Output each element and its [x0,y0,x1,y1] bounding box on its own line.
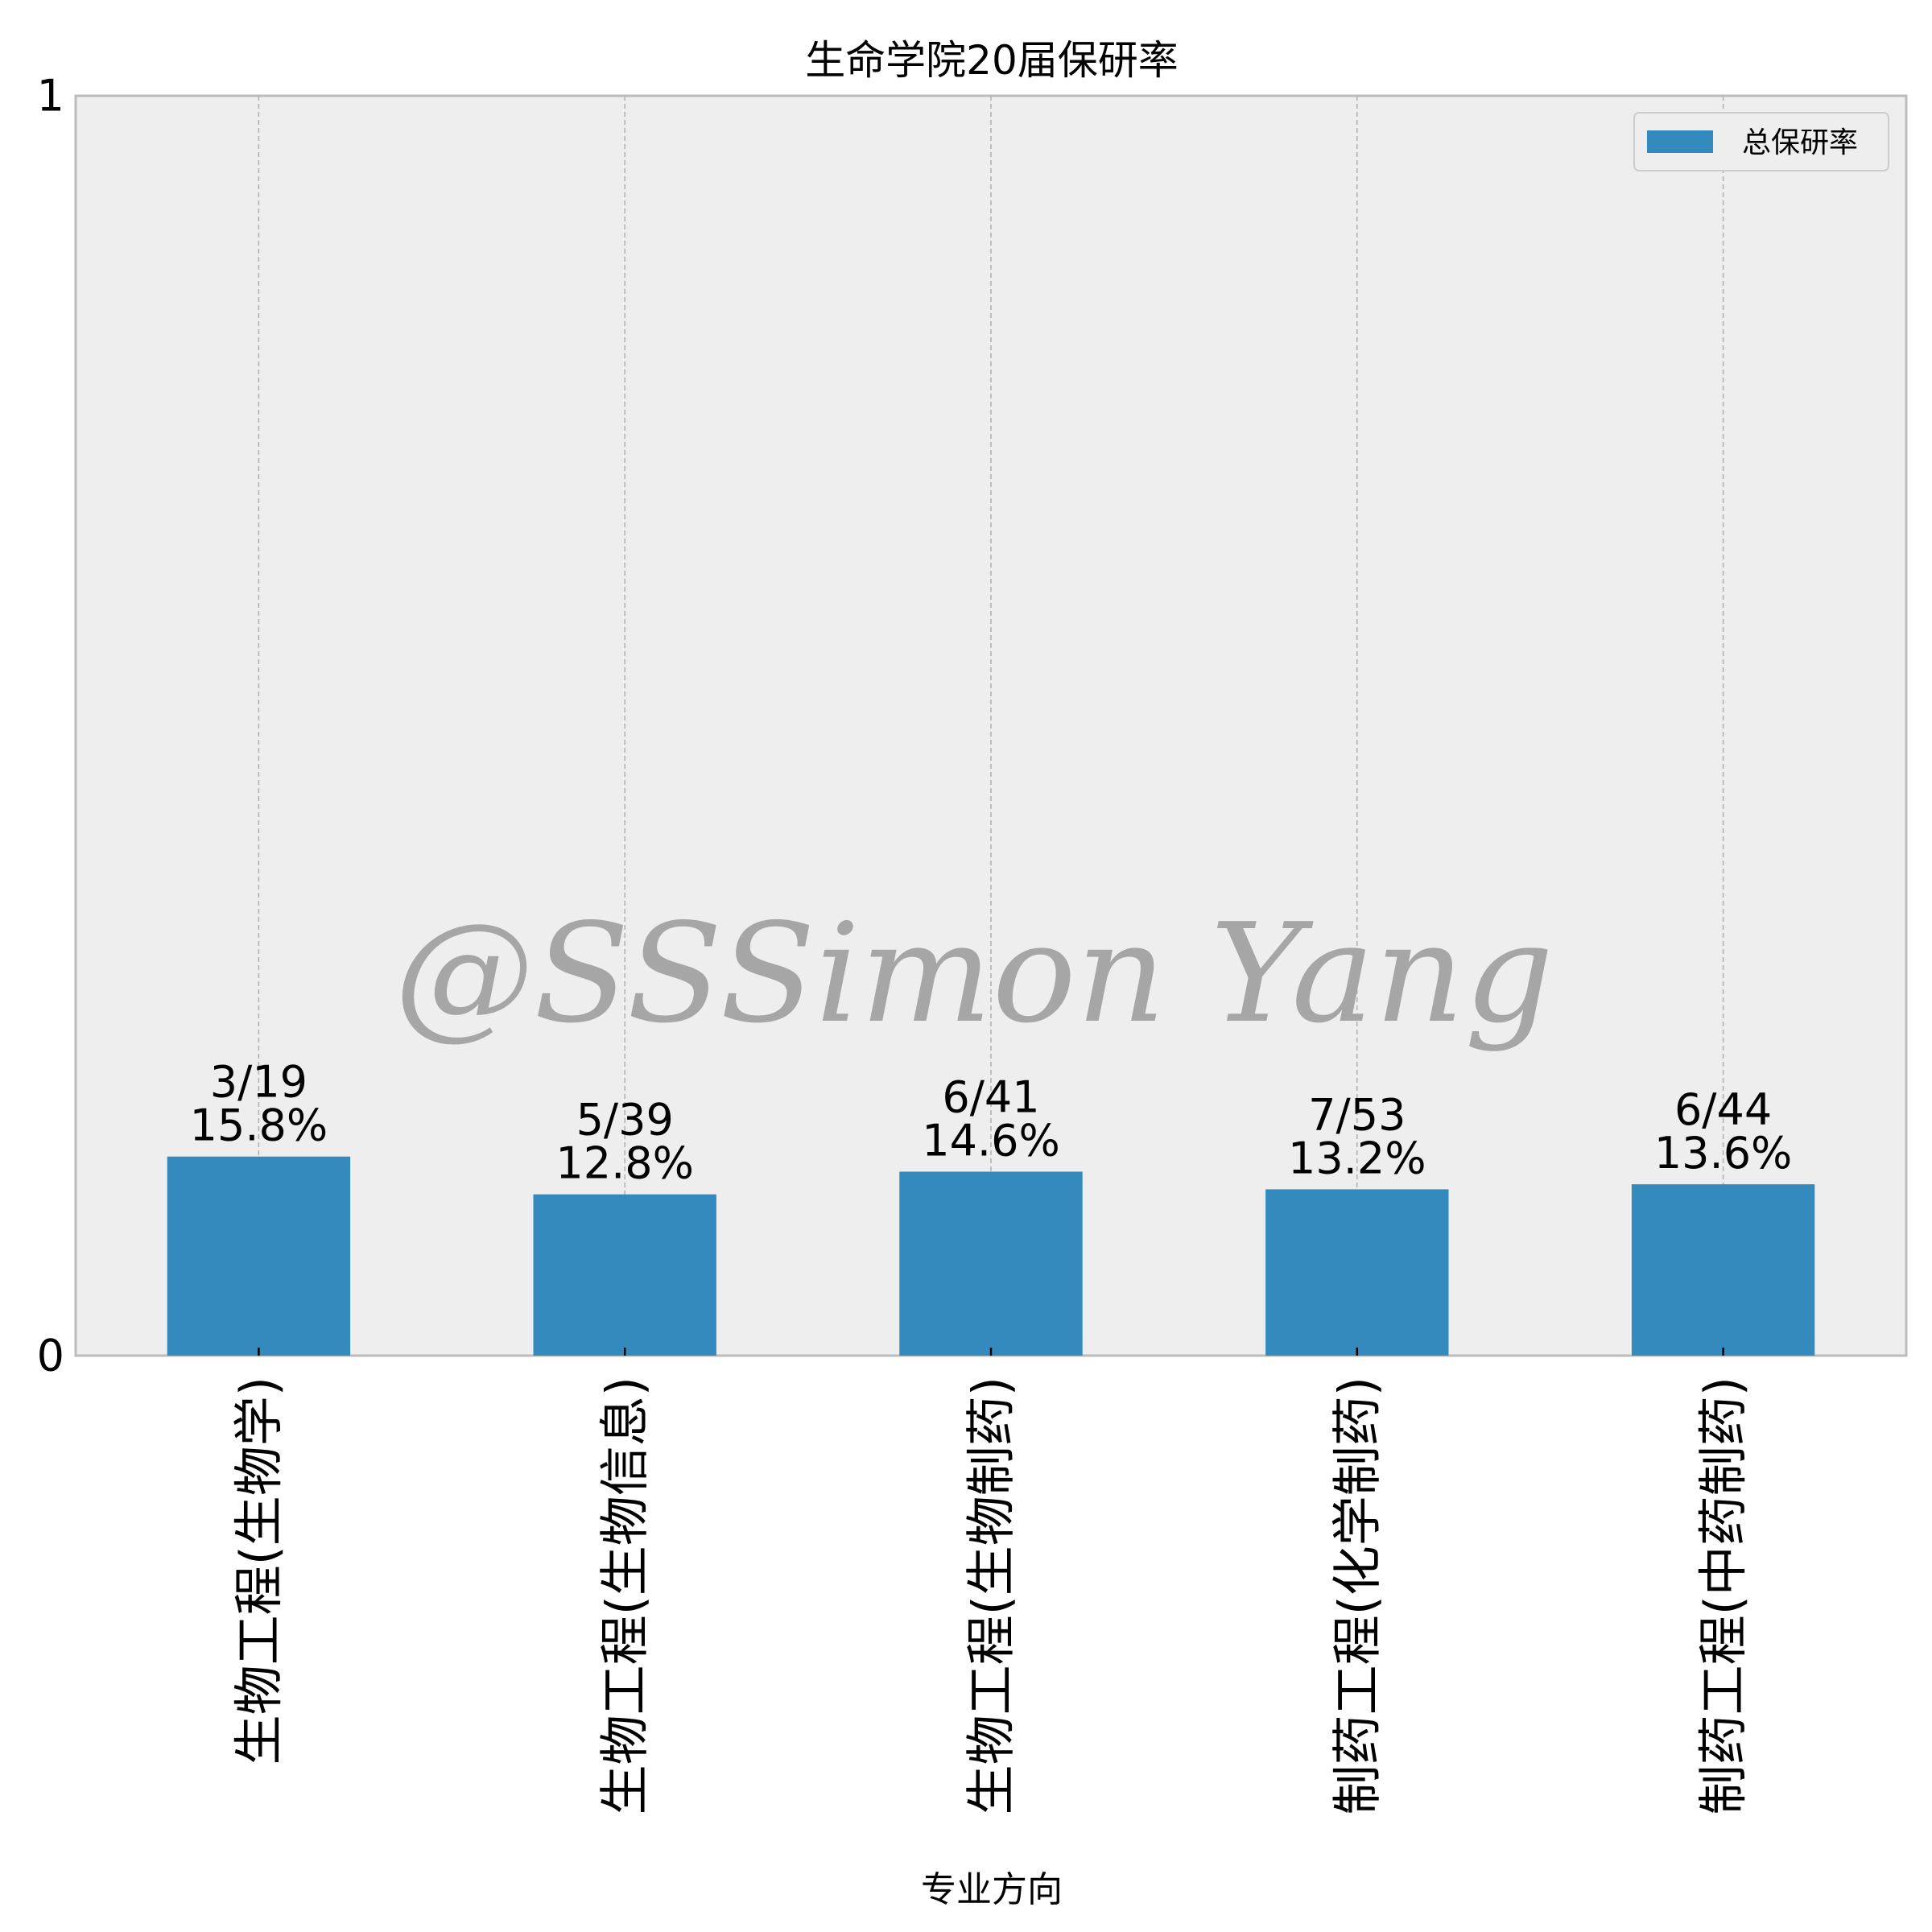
data-label-count: 6/41 [942,1072,1039,1123]
bar [533,1194,716,1356]
x-tick-label: 生物工程(生物制药) [962,1377,1021,1814]
y-tick-label: 0 [37,1331,64,1381]
data-label-rate: 13.6% [1654,1128,1793,1179]
tick-marks [258,1348,1724,1356]
watermark: @SSSimon Yang [394,894,1554,1054]
data-label-count: 7/53 [1308,1089,1406,1140]
bar [167,1156,351,1356]
x-tick-label: 制药工程(中药制药) [1694,1377,1752,1814]
x-axis-label: 专业方向 [921,1869,1063,1910]
data-label-count: 5/39 [576,1095,674,1146]
legend-box [1633,112,1889,171]
x-tick-labels: 生物工程(生物学) 生物工程(生物信息) 生物工程(生物制药) 制药工程(化学制药) 制… [229,1377,1752,1814]
bar [1631,1184,1815,1356]
data-label-rate: 12.8% [555,1138,694,1189]
chart-title: 生命学院20届保研率 [805,37,1179,84]
data-label-count: 3/19 [210,1057,308,1108]
legend: 总保研率 [1633,112,1889,171]
legend-swatch [1647,130,1713,153]
y-tick-label: 1 [37,71,64,122]
data-label-rate: 15.8% [190,1100,328,1151]
legend-label: 总保研率 [1742,126,1858,159]
bar [899,1171,1083,1356]
bars [167,1156,1815,1356]
y-tick-labels: 01 [37,71,64,1381]
x-tick-label: 生物工程(生物信息) [596,1377,654,1814]
x-tick-label: 制药工程(化学制药) [1327,1377,1386,1814]
grid-lines [258,96,1724,1356]
data-label-rate: 14.6% [922,1116,1060,1166]
x-tick-label: 生物工程(生物学) [229,1377,288,1765]
data-label-count: 6/44 [1674,1084,1772,1135]
bar [1265,1189,1449,1356]
data-label-rate: 13.2% [1288,1133,1426,1183]
